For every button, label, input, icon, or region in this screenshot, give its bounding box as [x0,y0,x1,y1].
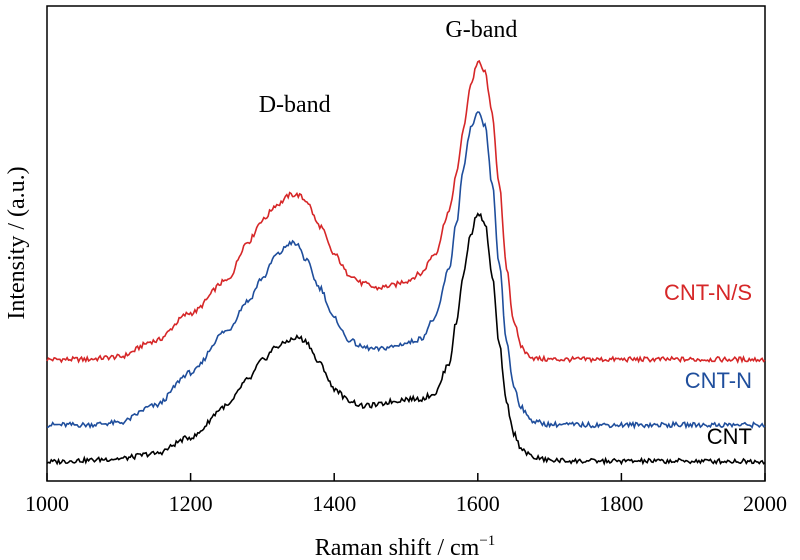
band-annotation: D-band [259,92,331,118]
x-tick-label: 1000 [25,491,69,516]
band-annotations: D-band G-band [259,17,518,118]
y-axis-title: Intensity / (a.u.) [4,166,30,319]
x-axis-tick-labels: 1000 1200 1400 1600 1800 2000 [25,491,787,516]
x-tick-label: 1600 [456,491,500,516]
x-tick-label: 1800 [599,491,643,516]
series-lines [46,59,766,466]
series-label: CNT-N [685,368,752,393]
x-axis-title: Raman shift / cm−1 [315,533,496,560]
band-annotation: G-band [445,17,517,43]
series-line-cnt-n [46,111,766,430]
series-label: CNT [707,424,752,449]
series-line-cnt-n-s [46,59,766,364]
series-label: CNT-N/S [664,280,752,305]
plot-frame [46,5,766,482]
x-axis-ticks [46,473,766,481]
x-tick-label: 1200 [169,491,213,516]
series-line-cnt [46,212,766,466]
x-tick-label: 1400 [312,491,356,516]
x-tick-label: 2000 [743,491,787,516]
series-labels: CNT-N/S CNT-N CNT [664,280,752,449]
